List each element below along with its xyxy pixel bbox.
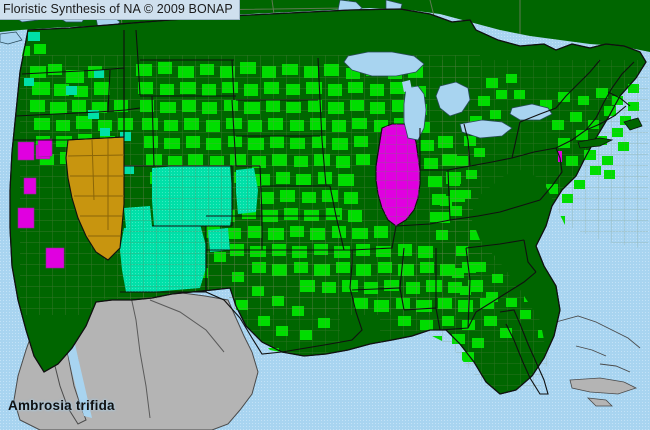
conus-outline — [9, 8, 647, 395]
map-title-banner: Floristic Synthesis of NA © 2009 BONAP — [0, 0, 240, 20]
cape-cod — [623, 117, 643, 131]
counties-extirpated-layer — [17, 138, 562, 269]
species-name-label: Ambrosia trifida — [8, 398, 115, 413]
long-island — [577, 137, 614, 149]
state-borders — [14, 29, 635, 395]
counties-rare-layer — [24, 32, 263, 300]
state-illinois — [375, 123, 421, 227]
great-lakes — [343, 51, 553, 141]
